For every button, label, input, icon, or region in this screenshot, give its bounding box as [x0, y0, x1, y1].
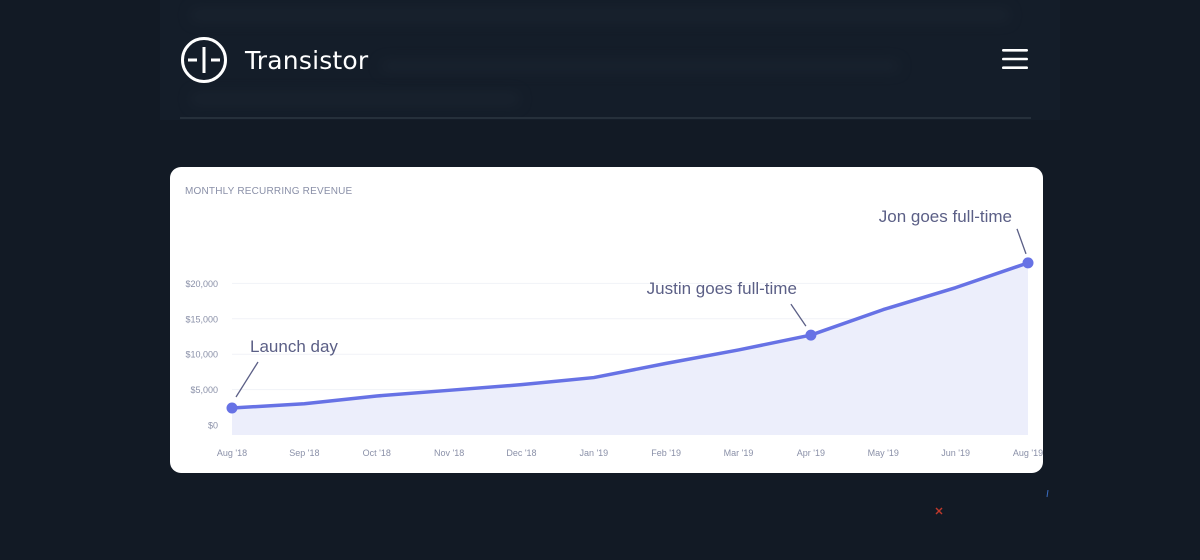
brand-name: Transistor: [245, 45, 369, 75]
revenue-line: [230, 261, 1030, 410]
x-tick-label: Apr '19: [797, 448, 825, 458]
data-point: [226, 402, 238, 414]
revenue-chart: $0 $5,000 $10,000 $15,000 $20,000 Aug '18 Sep …: [185, 207, 1043, 458]
x-tick-label: Dec '18: [506, 448, 536, 458]
y-tick-label: $10,000: [185, 350, 218, 360]
transistor-logo-icon: [181, 37, 227, 83]
y-tick-label: $20,000: [185, 279, 218, 289]
brand-logo[interactable]: Transistor: [180, 34, 368, 86]
x-tick-label: Feb '19: [651, 448, 681, 458]
blurred-background: [380, 60, 900, 72]
annotation-label: Justin goes full-time: [647, 279, 797, 298]
x-tick-label: Aug '18: [217, 448, 247, 458]
data-point: [805, 329, 817, 341]
x-tick-label: Nov '18: [434, 448, 464, 458]
annotation-pointer: [235, 361, 259, 398]
revenue-area: [232, 262, 1028, 435]
x-tick-label: Sep '18: [289, 448, 319, 458]
y-tick-label: $5,000: [190, 385, 218, 395]
stray-mark: [1046, 490, 1049, 498]
annotation-label: Launch day: [250, 337, 338, 356]
y-tick-label: $15,000: [185, 314, 218, 324]
close-x-icon: [935, 507, 943, 515]
x-tick-label: Oct '18: [363, 448, 391, 458]
y-tick-label: $0: [208, 421, 218, 431]
x-tick-label: Aug '19: [1013, 448, 1043, 458]
annotation-pointer: [1016, 228, 1027, 255]
hamburger-menu-icon[interactable]: [1002, 47, 1028, 71]
x-tick-label: May '19: [868, 448, 899, 458]
chart-card: MONTHLY RECURRING REVENUE $0 $5,000 $10,00…: [170, 167, 1043, 473]
annotation-pointer: [790, 303, 807, 327]
header-divider: [180, 117, 1031, 119]
x-tick-label: Mar '19: [724, 448, 754, 458]
blurred-background: [190, 8, 1010, 22]
data-point: [1022, 257, 1034, 269]
blurred-background: [190, 92, 520, 106]
chart-title: MONTHLY RECURRING REVENUE: [185, 186, 353, 197]
x-tick-label: Jun '19: [941, 448, 970, 458]
annotation-label: Jon goes full-time: [879, 207, 1012, 226]
x-tick-label: Jan '19: [579, 448, 608, 458]
site-header: Transistor: [180, 34, 1032, 86]
